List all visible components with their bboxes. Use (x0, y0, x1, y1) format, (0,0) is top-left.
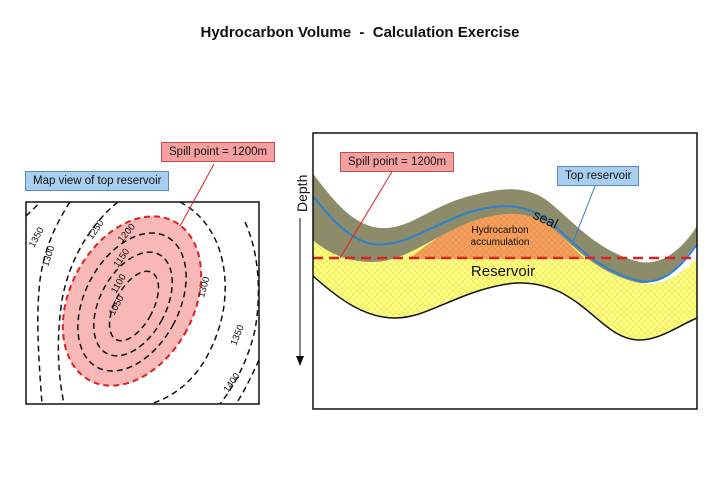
contour-1350-west (26, 202, 41, 217)
contour-1400 (235, 359, 259, 404)
top-reservoir-line (312, 195, 698, 283)
section-spill-leader (339, 169, 394, 259)
contour-label-1400: 1400 (221, 371, 242, 395)
contour-label-1300-east: 1300 (196, 276, 212, 299)
page-title: Hydrocarbon Volume - Calculation Exercis… (200, 24, 520, 41)
contour-1300-east (149, 202, 226, 404)
contour-1150 (77, 232, 187, 372)
map-spill-point-callout: Spill point = 1200m (161, 142, 276, 162)
section-frame (312, 132, 698, 410)
section-spill-point-callout: Spill point = 1200m (340, 152, 455, 172)
contour-label-1300-west: 1300 (40, 244, 57, 268)
accumulation-label-line1: Hydrocarbon (471, 225, 528, 236)
cross-section-panel: seal Hydrocarbon accumulation Reservoir … (294, 132, 698, 410)
hydrocarbon-accumulation (408, 210, 585, 259)
top-reservoir-leader (571, 185, 596, 246)
depth-label: Depth (294, 175, 310, 212)
top-reservoir-callout: Top reservoir (557, 166, 640, 186)
map-view-label: Map view of top reservoir (25, 171, 170, 191)
contour-label-1350-east: 1350 (229, 323, 247, 347)
map-frame (25, 201, 260, 405)
contour-1200-spill (61, 215, 203, 387)
contour-1100 (93, 251, 173, 357)
map-spill-leader (179, 163, 215, 227)
base-reservoir-line (312, 275, 698, 341)
depth-arrow-head (296, 356, 304, 366)
seal-layer (313, 174, 697, 284)
contour-label-1350-west: 1350 (27, 226, 47, 250)
contour-1250 (57, 202, 119, 404)
contour-1050 (108, 270, 160, 342)
accumulation-label-line2: accumulation (471, 237, 530, 248)
reservoir-label: Reservoir (471, 263, 535, 280)
reservoir-layer (313, 213, 697, 340)
map-view-panel: 1350 1300 1250 1200 1150 1100 1050 1300 … (25, 163, 260, 405)
contour-1300-west (37, 202, 71, 404)
